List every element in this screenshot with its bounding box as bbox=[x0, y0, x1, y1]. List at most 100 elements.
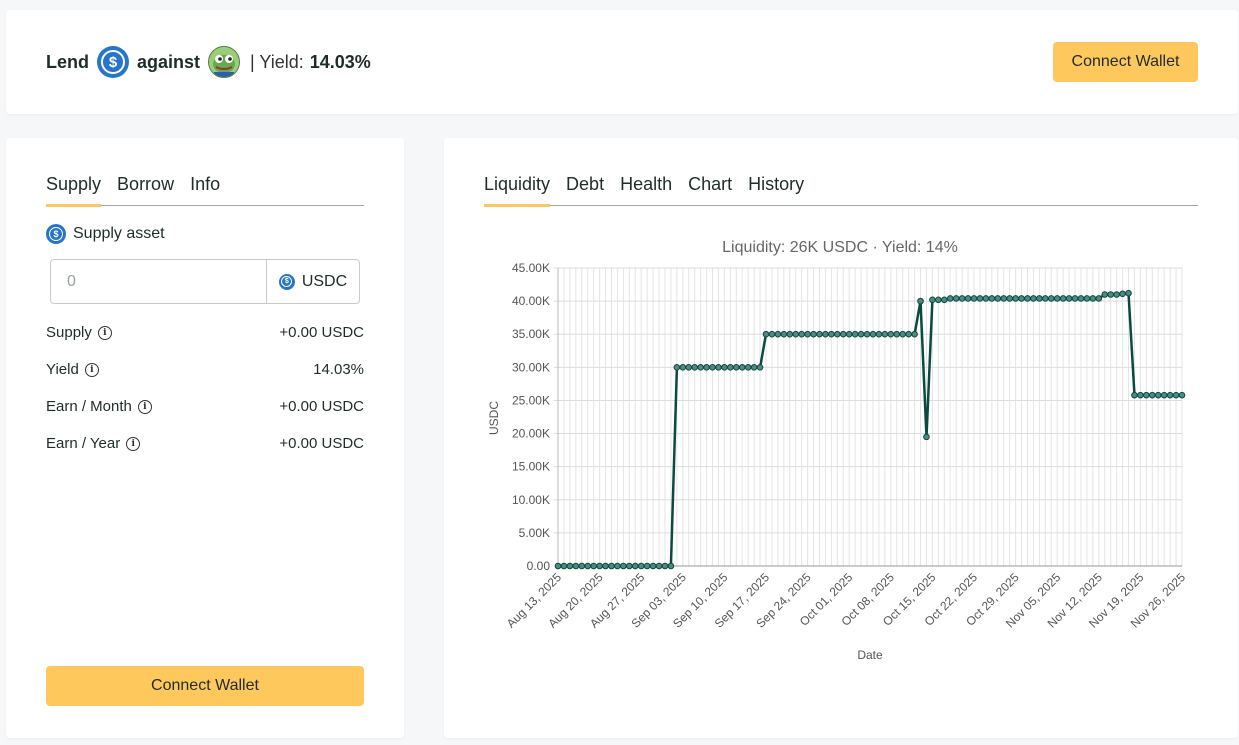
data-point[interactable] bbox=[947, 296, 953, 302]
data-point[interactable] bbox=[1120, 291, 1126, 297]
data-point[interactable] bbox=[1149, 392, 1155, 398]
data-point[interactable] bbox=[870, 331, 876, 337]
data-point[interactable] bbox=[936, 297, 942, 303]
data-point[interactable] bbox=[1167, 392, 1173, 398]
data-point[interactable] bbox=[692, 365, 698, 371]
data-point[interactable] bbox=[1173, 392, 1179, 398]
data-point[interactable] bbox=[1132, 392, 1138, 398]
data-point[interactable] bbox=[977, 296, 983, 302]
data-point[interactable] bbox=[751, 365, 757, 371]
data-point[interactable] bbox=[829, 331, 835, 337]
tab-borrow[interactable]: Borrow bbox=[117, 174, 174, 205]
data-point[interactable] bbox=[597, 563, 603, 569]
data-point[interactable] bbox=[1114, 292, 1120, 298]
data-point[interactable] bbox=[1155, 392, 1161, 398]
data-point[interactable] bbox=[561, 563, 567, 569]
data-point[interactable] bbox=[733, 365, 739, 371]
tab-info[interactable]: Info bbox=[190, 174, 220, 205]
data-point[interactable] bbox=[668, 563, 674, 569]
data-point[interactable] bbox=[627, 563, 633, 569]
data-point[interactable] bbox=[1007, 296, 1013, 302]
data-point[interactable] bbox=[888, 331, 894, 337]
tab-supply[interactable]: Supply bbox=[46, 174, 101, 205]
data-point[interactable] bbox=[632, 563, 638, 569]
tab-history[interactable]: History bbox=[748, 174, 804, 205]
data-point[interactable] bbox=[995, 296, 1001, 302]
data-point[interactable] bbox=[621, 563, 627, 569]
data-point[interactable] bbox=[567, 563, 573, 569]
header-connect-wallet-button[interactable]: Connect Wallet bbox=[1053, 42, 1198, 82]
data-point[interactable] bbox=[930, 297, 936, 303]
data-point[interactable] bbox=[585, 563, 591, 569]
data-point[interactable] bbox=[941, 297, 947, 303]
data-point[interactable] bbox=[1108, 292, 1114, 298]
data-point[interactable] bbox=[650, 563, 656, 569]
data-point[interactable] bbox=[656, 563, 662, 569]
data-point[interactable] bbox=[638, 563, 644, 569]
data-point[interactable] bbox=[573, 563, 579, 569]
data-point[interactable] bbox=[739, 365, 745, 371]
data-point[interactable] bbox=[1066, 296, 1072, 302]
data-point[interactable] bbox=[1102, 292, 1108, 298]
data-point[interactable] bbox=[555, 563, 561, 569]
tab-health[interactable]: Health bbox=[620, 174, 672, 205]
supply-amount-input[interactable] bbox=[51, 260, 267, 303]
data-point[interactable] bbox=[1179, 392, 1185, 398]
data-point[interactable] bbox=[805, 331, 811, 337]
data-point[interactable] bbox=[1013, 296, 1019, 302]
data-point[interactable] bbox=[1126, 290, 1132, 296]
data-point[interactable] bbox=[1090, 296, 1096, 302]
data-point[interactable] bbox=[757, 365, 763, 371]
info-icon[interactable]: i bbox=[98, 326, 112, 340]
data-point[interactable] bbox=[763, 331, 769, 337]
data-point[interactable] bbox=[686, 365, 692, 371]
tab-liquidity[interactable]: Liquidity bbox=[484, 174, 550, 205]
data-point[interactable] bbox=[1060, 296, 1066, 302]
data-point[interactable] bbox=[811, 331, 817, 337]
data-point[interactable] bbox=[1054, 296, 1060, 302]
data-point[interactable] bbox=[615, 563, 621, 569]
data-point[interactable] bbox=[1144, 392, 1150, 398]
data-point[interactable] bbox=[912, 331, 918, 337]
data-point[interactable] bbox=[1084, 296, 1090, 302]
data-point[interactable] bbox=[953, 296, 959, 302]
info-icon[interactable]: i bbox=[85, 363, 99, 377]
data-point[interactable] bbox=[989, 296, 995, 302]
data-point[interactable] bbox=[823, 331, 829, 337]
data-point[interactable] bbox=[1037, 296, 1043, 302]
data-point[interactable] bbox=[817, 331, 823, 337]
data-point[interactable] bbox=[1019, 296, 1025, 302]
data-point[interactable] bbox=[876, 331, 882, 337]
tab-debt[interactable]: Debt bbox=[566, 174, 604, 205]
data-point[interactable] bbox=[1025, 296, 1031, 302]
data-point[interactable] bbox=[900, 331, 906, 337]
data-point[interactable] bbox=[1096, 296, 1102, 302]
info-icon[interactable]: i bbox=[126, 437, 140, 451]
data-point[interactable] bbox=[579, 563, 585, 569]
data-point[interactable] bbox=[846, 331, 852, 337]
data-point[interactable] bbox=[603, 563, 609, 569]
data-point[interactable] bbox=[591, 563, 597, 569]
data-point[interactable] bbox=[745, 365, 751, 371]
data-point[interactable] bbox=[1048, 296, 1054, 302]
data-point[interactable] bbox=[1161, 392, 1167, 398]
data-point[interactable] bbox=[722, 365, 728, 371]
data-point[interactable] bbox=[716, 365, 722, 371]
data-point[interactable] bbox=[1078, 296, 1084, 302]
data-point[interactable] bbox=[710, 365, 716, 371]
data-point[interactable] bbox=[835, 331, 841, 337]
data-point[interactable] bbox=[858, 331, 864, 337]
tab-chart[interactable]: Chart bbox=[688, 174, 732, 205]
data-point[interactable] bbox=[787, 331, 793, 337]
data-point[interactable] bbox=[1072, 296, 1078, 302]
info-icon[interactable]: i bbox=[138, 400, 152, 414]
data-point[interactable] bbox=[918, 298, 924, 304]
data-point[interactable] bbox=[728, 365, 734, 371]
supply-connect-wallet-button[interactable]: Connect Wallet bbox=[46, 666, 364, 706]
data-point[interactable] bbox=[965, 296, 971, 302]
data-point[interactable] bbox=[852, 331, 858, 337]
data-point[interactable] bbox=[769, 331, 775, 337]
data-point[interactable] bbox=[1001, 296, 1007, 302]
data-point[interactable] bbox=[781, 331, 787, 337]
data-point[interactable] bbox=[840, 331, 846, 337]
